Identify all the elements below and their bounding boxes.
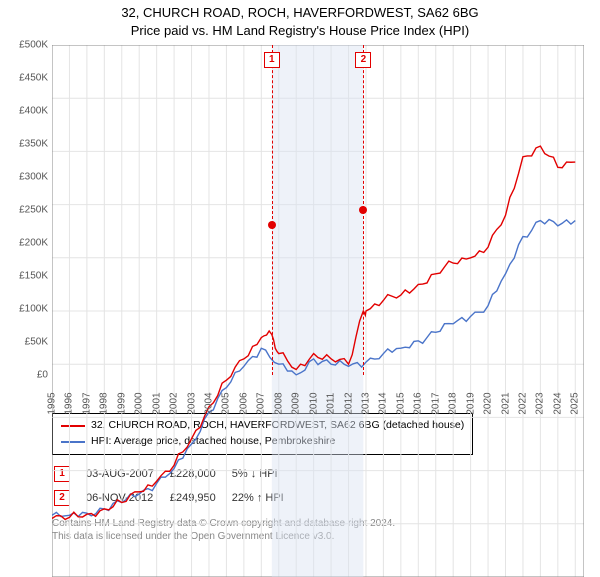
chart-container: 32, CHURCH ROAD, ROCH, HAVERFORDWEST, SA… <box>0 0 600 551</box>
x-tick-label: 2018 <box>448 392 459 414</box>
x-tick-label: 2023 <box>535 392 546 414</box>
x-tick-label: 2022 <box>517 392 528 414</box>
plot-region: 12 <box>52 45 584 375</box>
chart-area: £0 £50K £100K £150K £200K £250K £300K £350K £400… <box>10 45 590 405</box>
plot-svg <box>52 45 584 577</box>
y-tick-label: £400K <box>19 106 48 117</box>
chart-subtitle: Price paid vs. HM Land Registry's House … <box>10 22 590 40</box>
x-tick-label: 2003 <box>186 392 197 414</box>
x-tick-label: 1996 <box>64 392 75 414</box>
x-tick-label: 2006 <box>238 392 249 414</box>
x-tick-label: 1998 <box>99 392 110 414</box>
x-tick-label: 2024 <box>552 392 563 414</box>
x-tick-label: 2013 <box>360 392 371 414</box>
y-tick-label: £100K <box>19 304 48 315</box>
x-tick-label: 1995 <box>47 392 58 414</box>
x-tick-label: 2002 <box>169 392 180 414</box>
x-tick-label: 2014 <box>378 392 389 414</box>
x-tick-label: 2010 <box>308 392 319 414</box>
x-tick-label: 2011 <box>326 393 337 415</box>
y-tick-label: £350K <box>19 139 48 150</box>
y-tick-label: £200K <box>19 238 48 249</box>
y-axis-labels: £0£50K£100K£150K£200K£250K£300K£350K£400… <box>10 45 52 375</box>
x-tick-label: 2005 <box>221 392 232 414</box>
y-tick-label: £0 <box>37 370 48 381</box>
x-tick-label: 2001 <box>151 392 162 414</box>
x-tick-label: 2019 <box>465 392 476 414</box>
x-tick-label: 2021 <box>500 392 511 414</box>
y-tick-label: £250K <box>19 205 48 216</box>
y-tick-label: £50K <box>25 337 48 348</box>
chart-title-address: 32, CHURCH ROAD, ROCH, HAVERFORDWEST, SA… <box>10 4 590 22</box>
x-tick-label: 2004 <box>203 392 214 414</box>
x-tick-label: 2016 <box>413 392 424 414</box>
x-tick-label: 2012 <box>343 392 354 414</box>
x-tick-label: 2025 <box>570 392 581 414</box>
x-tick-label: 2015 <box>395 392 406 414</box>
y-tick-label: £300K <box>19 172 48 183</box>
x-tick-label: 2008 <box>273 392 284 414</box>
x-tick-label: 1997 <box>81 392 92 414</box>
sale-marker-badge: 1 <box>264 49 280 68</box>
y-tick-label: £150K <box>19 271 48 282</box>
x-tick-label: 2007 <box>256 392 267 414</box>
y-tick-label: £500K <box>19 40 48 51</box>
x-tick-label: 2020 <box>483 392 494 414</box>
sale-marker-dot <box>268 221 276 229</box>
x-tick-label: 2017 <box>430 392 441 414</box>
sale-marker-badge: 2 <box>355 49 371 68</box>
sale-marker-dot <box>359 206 367 214</box>
x-tick-label: 2000 <box>134 392 145 414</box>
y-tick-label: £450K <box>19 73 48 84</box>
x-tick-label: 2009 <box>291 392 302 414</box>
x-axis-labels: 1995199619971998199920002001200220032004… <box>52 377 584 409</box>
sale-marker-vline <box>272 45 273 375</box>
x-tick-label: 1999 <box>116 392 127 414</box>
